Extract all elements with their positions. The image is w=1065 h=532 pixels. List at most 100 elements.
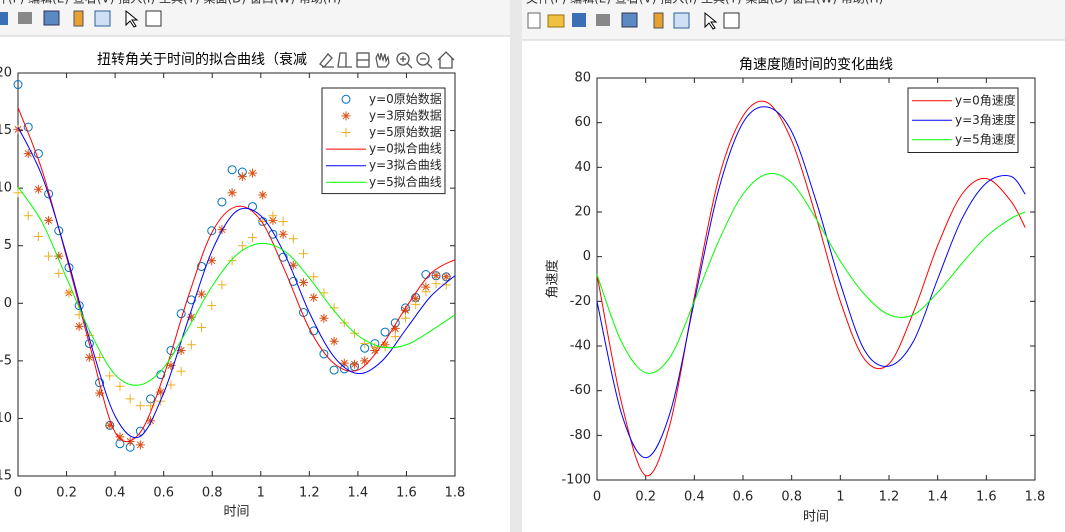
marker <box>309 326 319 336</box>
marker <box>217 197 227 207</box>
marker <box>54 268 64 278</box>
marker <box>95 378 105 388</box>
marker <box>95 352 105 362</box>
marker <box>44 251 54 261</box>
y-tick-label: 60 <box>574 115 591 130</box>
y-tick-label: -40 <box>570 339 591 354</box>
marker <box>135 426 145 436</box>
y-tick-label: 0 <box>583 249 591 264</box>
x-tick-label: 0.6 <box>153 486 174 501</box>
x-axis-label: 时间 <box>223 505 249 520</box>
marker <box>84 352 94 362</box>
menu-bar[interactable]: 件(F) 编辑(E) 查看(V) 插入(I) 工具(T) 桌面(D) 窗口(W)… <box>0 0 341 6</box>
legend-label: y=3角速度 <box>955 112 1016 127</box>
marker <box>421 282 431 292</box>
x-tick-label: 0.8 <box>202 486 223 501</box>
x-axis-label: 时间 <box>803 510 829 525</box>
marker <box>248 168 258 178</box>
toolbar <box>0 0 510 36</box>
marker <box>329 365 339 375</box>
marker <box>197 322 207 332</box>
y-tick-label: 40 <box>574 160 591 175</box>
legend-label: y=3原始数据 <box>369 107 442 122</box>
marker <box>125 436 135 446</box>
marker <box>207 301 217 311</box>
legend-label: y=5角速度 <box>955 131 1016 146</box>
marker <box>135 401 145 411</box>
marker <box>278 229 288 239</box>
marker <box>186 312 196 322</box>
x-tick-label: 0.6 <box>733 490 754 505</box>
marker <box>227 188 237 198</box>
toolbar-icons[interactable] <box>527 11 740 30</box>
marker <box>115 432 125 442</box>
x-tick-label: 0 <box>14 486 22 501</box>
x-tick-label: 0 <box>593 490 601 505</box>
charts: 扭转角关于时间的拟合曲线（衰减 0 0.2 0.4 0.6 0.8 1 1.2 1.4 1.6 1.… <box>0 51 1045 525</box>
marker <box>258 190 268 200</box>
legend-label: y=0原始数据 <box>369 91 442 106</box>
marker <box>33 149 43 159</box>
marker <box>341 128 351 137</box>
chart-title: 角速度随时间的变化曲线 <box>739 57 893 73</box>
marker <box>13 188 23 198</box>
marker <box>227 165 237 175</box>
series-line <box>596 106 1026 459</box>
chart-title: 扭转角关于时间的拟合曲线（衰减 <box>97 51 307 68</box>
y-tick-label: 0 <box>4 296 12 311</box>
y-tick-label: -15 <box>0 469 12 484</box>
y-tick-label: -5 <box>0 353 12 368</box>
marker <box>309 293 319 303</box>
y-axis-label: 角速度 <box>545 259 561 298</box>
marker <box>441 272 451 282</box>
marker <box>186 340 196 350</box>
window-gap <box>510 0 522 532</box>
marker <box>268 211 278 221</box>
marker <box>74 321 84 331</box>
x-tick-label: 1.4 <box>348 486 369 501</box>
series-line <box>17 186 456 386</box>
marker <box>299 278 309 288</box>
marker <box>23 149 33 159</box>
marker <box>400 313 410 323</box>
marker <box>64 288 74 298</box>
y-tick-label: -20 <box>570 294 591 309</box>
axes-toolbar[interactable] <box>316 50 456 70</box>
marker <box>23 122 33 132</box>
marker <box>421 287 431 297</box>
marker <box>44 215 54 225</box>
marker <box>400 305 410 315</box>
y-tick-label: -100 <box>561 473 591 488</box>
x-tick-label: 1.6 <box>396 486 417 501</box>
marker <box>341 111 351 121</box>
menu-bar[interactable]: 文件(F) 编辑(E) 查看(V) 插入(I) 工具(T) 桌面(D) 窗口(W… <box>526 0 883 6</box>
legend-label: y=5原始数据 <box>369 124 442 139</box>
marker <box>411 299 421 309</box>
marker <box>197 289 207 299</box>
toolbar-icons[interactable] <box>0 9 162 28</box>
y-tick-label: 80 <box>574 71 591 86</box>
marker <box>237 172 247 182</box>
series-line <box>17 107 456 443</box>
legend-label: y=0拟合曲线 <box>369 141 442 156</box>
marker <box>339 358 349 368</box>
marker <box>156 387 166 397</box>
y-tick-label: -80 <box>570 428 591 443</box>
marker <box>44 189 54 199</box>
x-tick-label: 1.2 <box>879 490 900 505</box>
x-tick-label: 1.8 <box>1025 490 1046 505</box>
x-tick-label: 1.8 <box>445 486 466 501</box>
marker <box>135 440 145 450</box>
y-tick-label: 20 <box>0 66 12 81</box>
y-tick-label: -60 <box>570 383 591 398</box>
marker <box>23 211 33 221</box>
marker <box>105 420 115 430</box>
y-tick-label: -10 <box>0 411 12 426</box>
x-tick-label: 1 <box>257 486 265 501</box>
marker <box>146 401 156 411</box>
y-tick-label: 10 <box>0 181 12 196</box>
marker <box>166 380 176 390</box>
marker <box>105 371 115 381</box>
marker <box>299 249 309 259</box>
